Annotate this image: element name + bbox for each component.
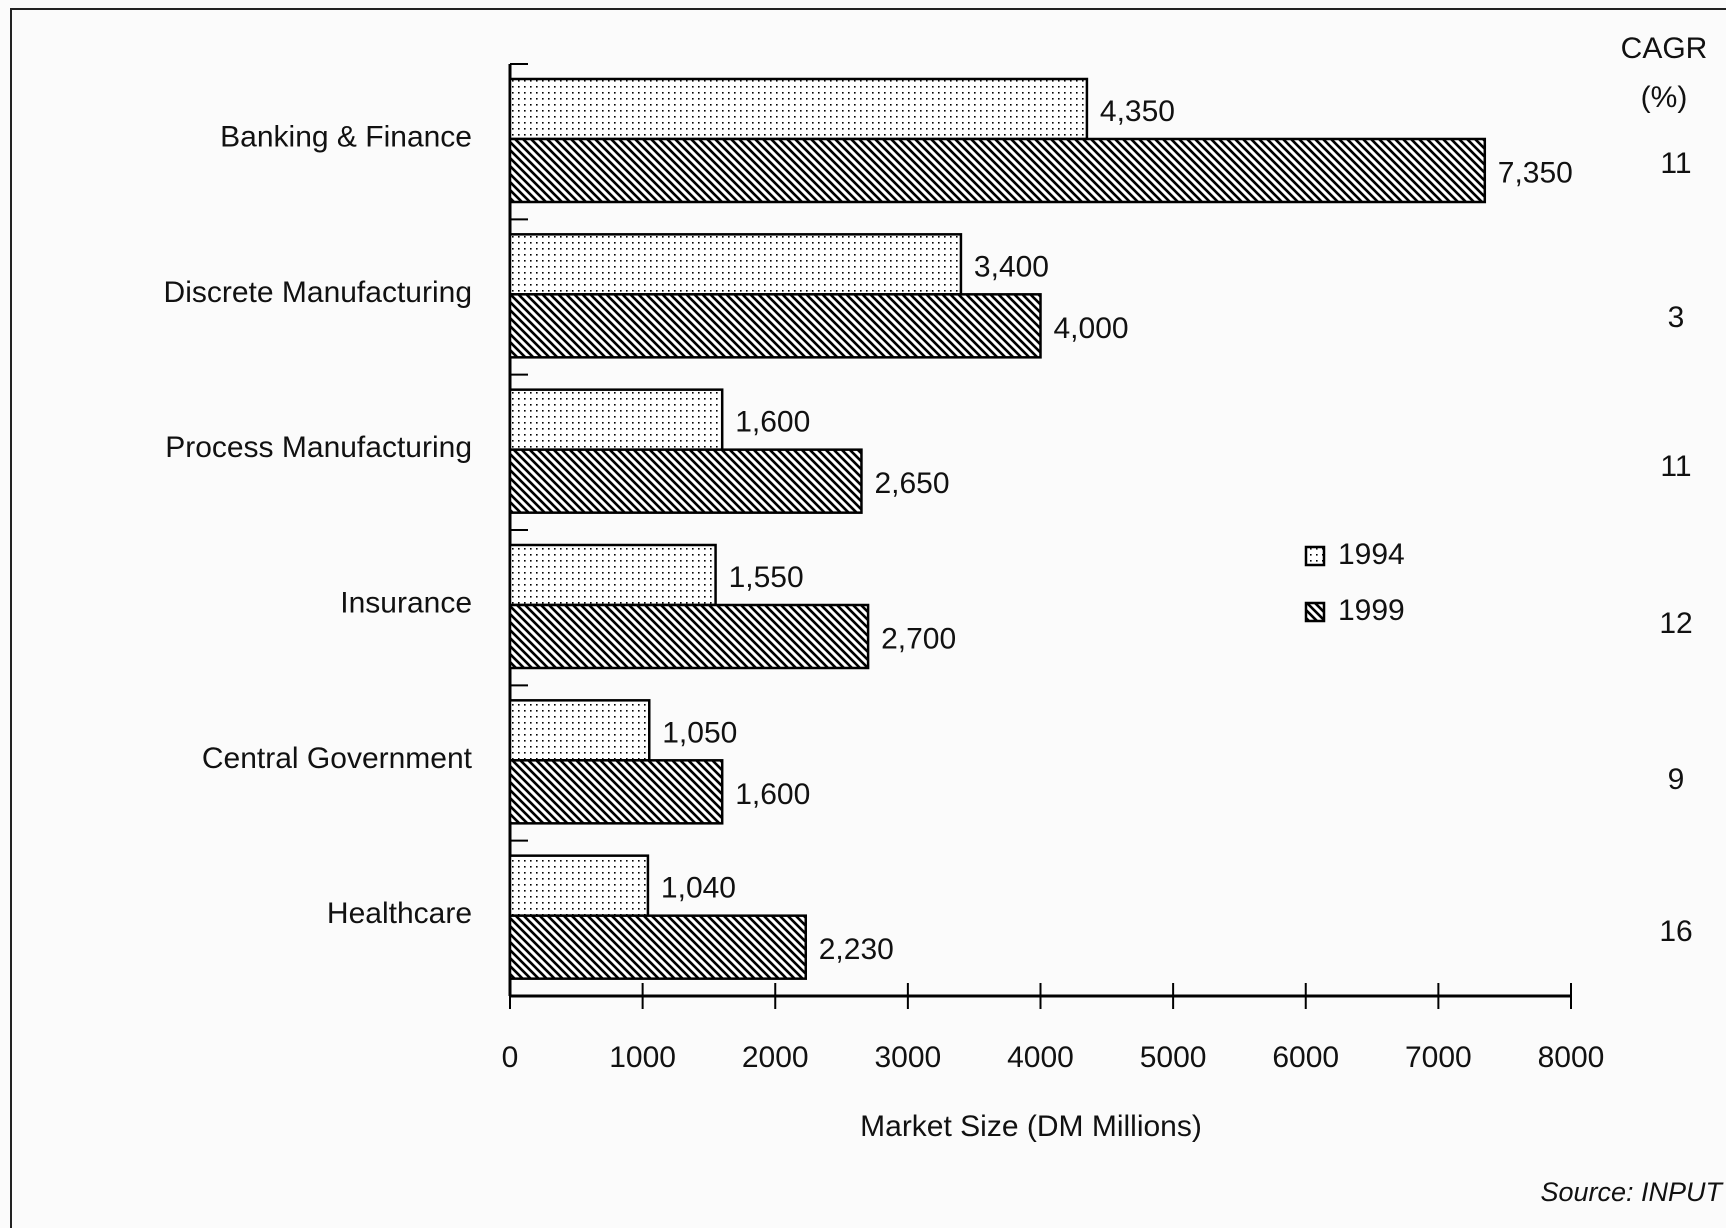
value-label: 1,040 — [661, 872, 736, 905]
bar — [508, 77, 1089, 141]
value-label: 2,230 — [819, 933, 894, 966]
value-label: 1,600 — [735, 778, 810, 811]
cagr-value: 11 — [1660, 450, 1691, 483]
bar — [508, 233, 963, 296]
category-label: Process Manufacturing — [165, 431, 472, 464]
legend-swatch — [1304, 601, 1326, 623]
legend-label: 1994 — [1338, 538, 1405, 571]
x-tick-label: 1000 — [609, 1041, 676, 1074]
bar — [508, 854, 650, 917]
bar — [508, 759, 724, 825]
value-label: 2,700 — [881, 622, 956, 655]
bar — [508, 448, 863, 514]
value-label: 2,650 — [874, 467, 949, 500]
value-label: 4,000 — [1054, 312, 1129, 345]
bar — [508, 699, 651, 762]
legend-label: 1999 — [1338, 594, 1405, 627]
x-tick-label: 8000 — [1538, 1041, 1605, 1074]
category-label: Healthcare — [327, 897, 472, 930]
value-label: 4,350 — [1100, 95, 1175, 128]
x-tick-label: 4000 — [1007, 1041, 1074, 1074]
value-label: 1,050 — [662, 716, 737, 749]
bar — [508, 293, 1042, 359]
cagr-title: CAGR — [1621, 32, 1708, 65]
cagr-value: 9 — [1668, 763, 1685, 796]
bar — [508, 543, 717, 607]
category-label: Discrete Manufacturing — [164, 276, 472, 309]
bar — [508, 914, 808, 980]
value-label: 3,400 — [974, 250, 1049, 283]
cagr-value: 16 — [1659, 915, 1692, 948]
legend-swatch — [1304, 545, 1326, 567]
x-tick-label: 6000 — [1272, 1041, 1339, 1074]
cagr-value: 3 — [1668, 301, 1685, 334]
frame — [10, 8, 1726, 1228]
bar — [508, 603, 870, 670]
cagr-value: 12 — [1659, 607, 1692, 640]
source: Source: INPUT — [1540, 1177, 1724, 1207]
bar — [508, 137, 1487, 204]
value-label: 7,350 — [1498, 156, 1573, 189]
x-tick-label: 7000 — [1405, 1041, 1472, 1074]
x-tick-label: 5000 — [1140, 1041, 1207, 1074]
category-label: Insurance — [340, 586, 472, 619]
cagr-value: 11 — [1660, 147, 1691, 180]
value-label: 1,600 — [735, 406, 810, 439]
x-axis-label: Market Size (DM Millions) — [860, 1110, 1202, 1143]
x-tick-label: 2000 — [742, 1041, 809, 1074]
category-label: Banking & Finance — [220, 120, 472, 153]
bar — [508, 388, 724, 451]
x-tick-label: 0 — [502, 1041, 519, 1074]
value-label: 1,550 — [729, 561, 804, 594]
x-tick-label: 3000 — [875, 1041, 942, 1074]
cagr-unit: (%) — [1641, 81, 1688, 114]
category-label: Central Government — [202, 742, 473, 775]
